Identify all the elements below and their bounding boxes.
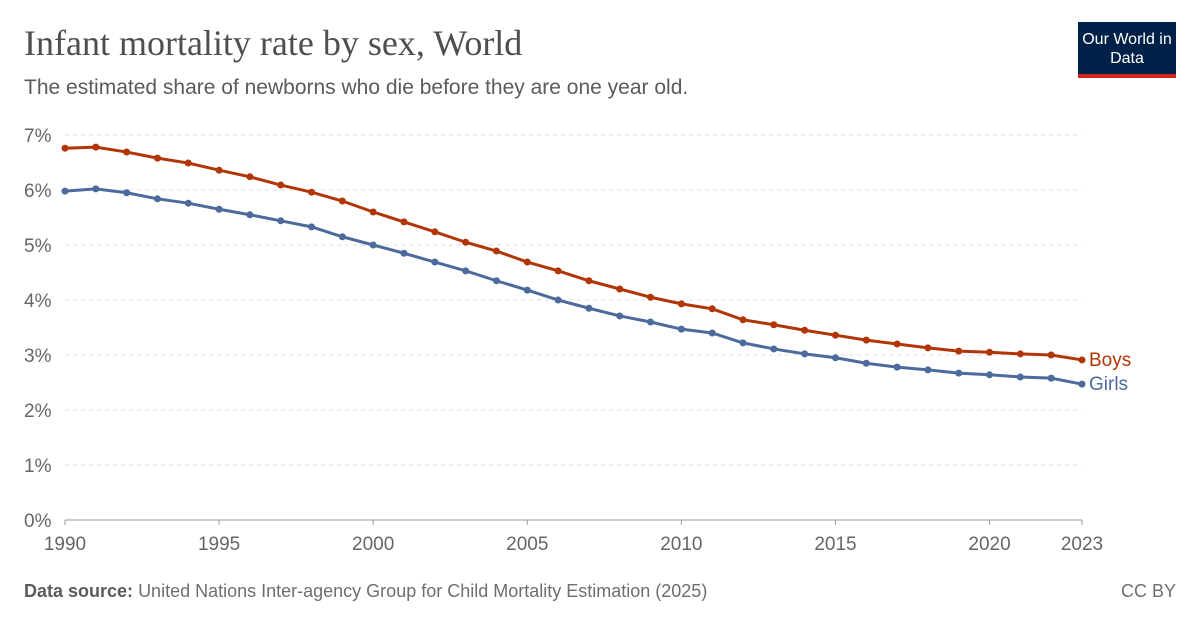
y-tick-label: 6% xyxy=(24,181,52,202)
data-point xyxy=(986,348,994,356)
data-source: Data source: United Nations Inter-agency… xyxy=(24,581,707,602)
data-point xyxy=(677,300,685,308)
data-point xyxy=(153,195,161,203)
data-point xyxy=(523,258,531,266)
y-tick-label: 3% xyxy=(24,346,52,367)
data-point xyxy=(61,144,69,152)
data-point xyxy=(462,267,470,275)
data-point xyxy=(369,241,377,249)
data-point xyxy=(708,305,716,313)
data-point xyxy=(924,344,932,352)
data-point xyxy=(92,143,100,151)
data-point xyxy=(893,340,901,348)
x-tick-label: 2015 xyxy=(814,534,856,555)
data-point xyxy=(184,159,192,167)
data-point xyxy=(523,286,531,294)
data-point xyxy=(770,345,778,353)
data-point xyxy=(770,321,778,329)
data-point xyxy=(215,205,223,213)
data-point xyxy=(862,336,870,344)
data-point xyxy=(308,223,316,231)
x-tick-label: 1990 xyxy=(44,534,86,555)
data-point xyxy=(400,218,408,226)
data-point xyxy=(492,277,500,285)
data-point xyxy=(338,197,346,205)
data-point xyxy=(1047,351,1055,359)
data-point xyxy=(215,166,223,174)
series-line-girls xyxy=(64,187,1083,386)
data-point xyxy=(369,208,377,216)
data-point xyxy=(277,181,285,189)
chart-title: Infant mortality rate by sex, World xyxy=(24,23,523,63)
data-point xyxy=(677,325,685,333)
data-point xyxy=(955,347,963,355)
data-point xyxy=(1016,350,1024,358)
data-point xyxy=(61,187,69,195)
data-point xyxy=(492,247,500,255)
series-label-girls: Girls xyxy=(1089,374,1128,395)
source-text[interactable]: United Nations Inter-agency Group for Ch… xyxy=(138,581,708,601)
license[interactable]: CC BY xyxy=(1120,581,1176,601)
data-point xyxy=(801,350,809,358)
x-tick-label: 1995 xyxy=(198,534,240,555)
y-tick-label: 5% xyxy=(24,236,52,257)
y-tick-label: 1% xyxy=(24,456,52,477)
data-point xyxy=(986,371,994,379)
owid-logo[interactable]: Our World in Data xyxy=(1078,22,1176,78)
data-point xyxy=(739,316,747,324)
data-point xyxy=(1047,374,1055,382)
data-point xyxy=(431,258,439,266)
source-label: Data source: xyxy=(24,581,134,601)
data-point xyxy=(338,233,346,241)
data-point xyxy=(308,188,316,196)
data-point xyxy=(92,185,100,193)
data-point xyxy=(153,154,161,162)
x-tick-label: 2020 xyxy=(968,534,1010,555)
series-label-boys: Boys xyxy=(1089,350,1131,371)
y-tick-label: 7% xyxy=(24,126,52,147)
data-point xyxy=(277,217,285,225)
data-point xyxy=(862,359,870,367)
x-tick-label: 2000 xyxy=(352,534,394,555)
y-tick-label: 2% xyxy=(24,401,52,422)
data-point xyxy=(554,296,562,304)
data-point xyxy=(647,318,655,326)
data-point xyxy=(801,326,809,334)
data-point xyxy=(831,354,839,362)
data-point xyxy=(246,211,254,219)
x-tick-label: 2010 xyxy=(660,534,702,555)
data-point xyxy=(616,312,624,320)
data-point xyxy=(708,329,716,337)
data-point xyxy=(462,238,470,246)
x-tick-label: 2005 xyxy=(506,534,548,555)
data-point xyxy=(1016,373,1024,381)
data-point xyxy=(400,249,408,257)
y-tick-label: 4% xyxy=(24,291,52,312)
data-point xyxy=(123,148,131,156)
data-point xyxy=(739,339,747,347)
chart-subtitle: The estimated share of newborns who die … xyxy=(24,76,689,99)
data-point xyxy=(1078,380,1086,388)
data-point xyxy=(924,366,932,374)
data-point xyxy=(831,331,839,339)
data-point xyxy=(893,363,901,371)
data-point xyxy=(184,199,192,207)
logo-text: Our World in Data xyxy=(1082,31,1172,67)
data-point xyxy=(431,228,439,236)
data-point xyxy=(955,369,963,377)
data-point xyxy=(647,293,655,301)
data-point xyxy=(1078,356,1086,364)
y-tick-label: 0% xyxy=(24,511,52,532)
data-point xyxy=(585,277,593,285)
data-point xyxy=(585,304,593,312)
data-point xyxy=(554,267,562,275)
data-point xyxy=(616,285,624,293)
series-line-boys xyxy=(64,145,1083,362)
data-point xyxy=(246,173,254,181)
x-tick-label: 2023 xyxy=(1061,534,1103,555)
data-point xyxy=(123,189,131,197)
